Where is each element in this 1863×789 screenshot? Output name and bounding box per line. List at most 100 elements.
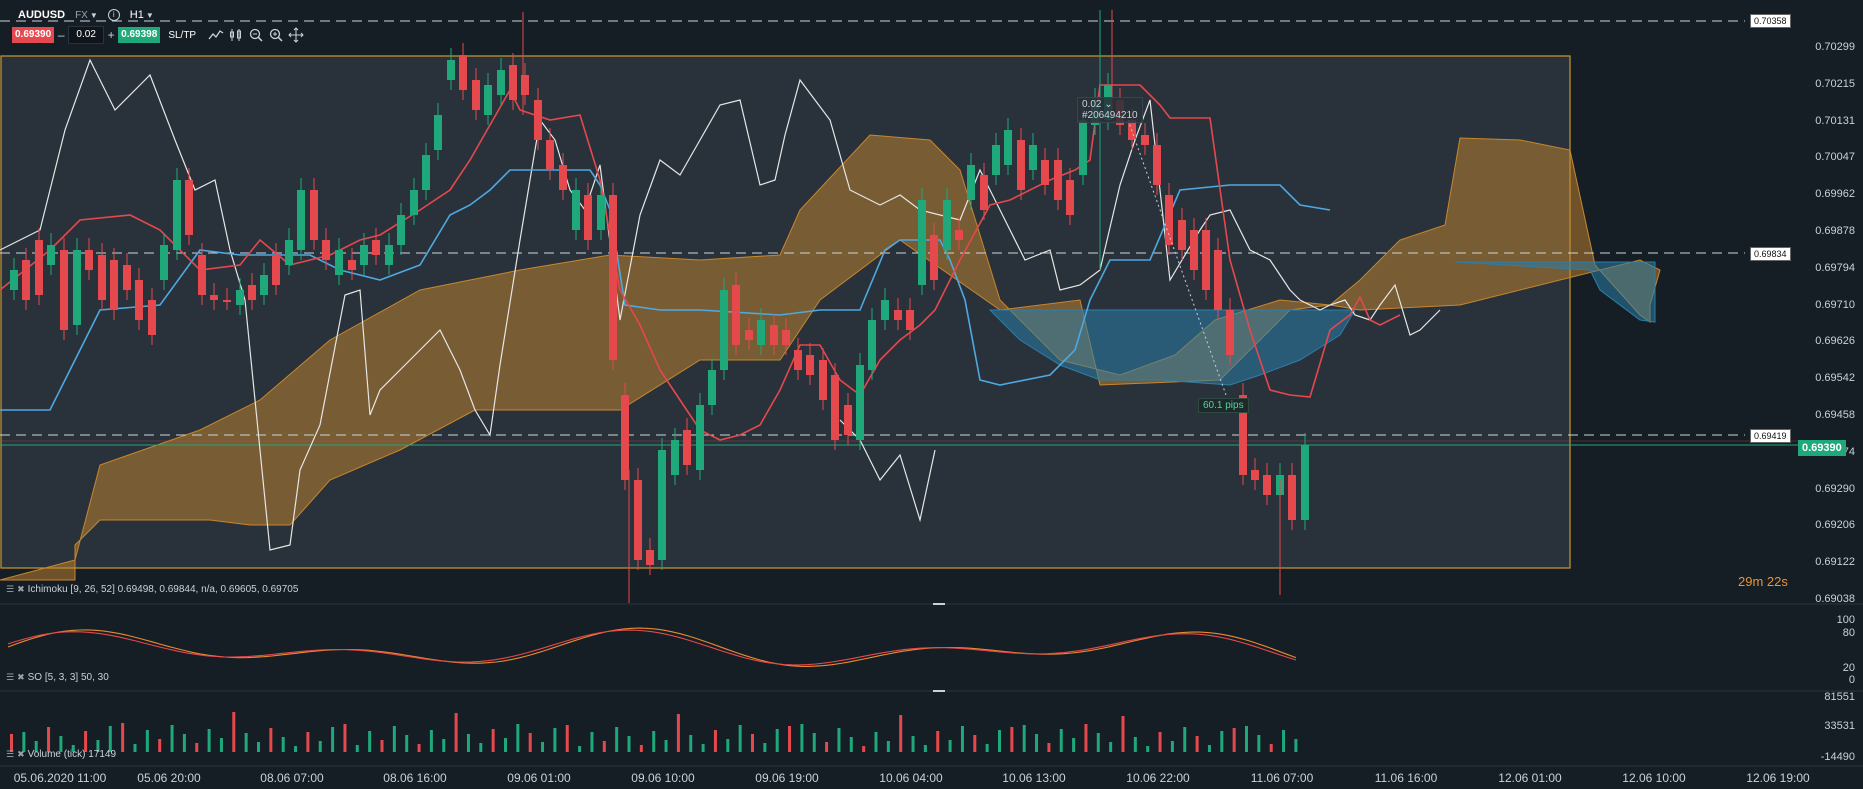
volume-bar (84, 731, 88, 752)
candle-body (671, 440, 679, 475)
zoom-out-icon[interactable] (248, 27, 264, 43)
candle-body (422, 155, 430, 190)
candle-body (597, 195, 605, 230)
time-axis-label: 09.06 19:00 (755, 771, 819, 785)
volume-legend[interactable]: ☰ ✖ Volume (tick) 17149 (6, 749, 116, 760)
volume-bar (825, 742, 829, 752)
settings-icon[interactable]: ☰ (6, 584, 15, 594)
increase-quantity-button[interactable]: + (107, 28, 115, 42)
volume-bar (170, 725, 174, 752)
candle-body (297, 190, 305, 250)
candle-body (757, 320, 765, 345)
symbol-name[interactable]: AUDUSD (18, 9, 66, 21)
volume-bar (121, 723, 125, 752)
order-quantity[interactable]: 0.02 ⌄ (1082, 99, 1113, 110)
volume-bar (96, 740, 100, 752)
chevron-down-icon[interactable]: ⌄ (1104, 99, 1113, 110)
quantity-input[interactable]: 0.02 (68, 26, 105, 44)
time-axis-label: 12.06 01:00 (1498, 771, 1562, 785)
volume-bar (504, 738, 507, 752)
volume-bar (1072, 738, 1076, 752)
chevron-down-icon[interactable]: ▼ (89, 10, 98, 20)
close-icon[interactable]: ✖ (17, 749, 25, 759)
so-legend[interactable]: ☰ ✖ SO [5, 3, 3] 50, 30 (6, 672, 109, 683)
volume-bar (615, 727, 619, 752)
time-axis-label: 12.06 10:00 (1622, 771, 1686, 785)
volume-bar (318, 741, 322, 752)
time-axis-label: 05.06.2020 11:00 (13, 771, 107, 785)
close-icon[interactable]: ✖ (17, 584, 25, 594)
price-line-tag-top[interactable]: 0.70358 (1750, 14, 1791, 28)
volume-bar (541, 742, 545, 752)
price-axis-label: 0.69962 (1815, 188, 1855, 201)
settings-icon[interactable]: ☰ (6, 672, 15, 682)
volume-axis-mid: 33531 (1824, 720, 1855, 732)
candle-body (1251, 470, 1259, 480)
info-icon[interactable]: i (107, 9, 120, 21)
candle-body (73, 250, 81, 325)
candle-body (831, 375, 839, 440)
volume-bar (553, 728, 557, 752)
time-axis-label: 11.06 07:00 (1250, 771, 1314, 785)
candle-body (348, 260, 356, 270)
volume-bar (158, 739, 162, 752)
volume-bar (1059, 729, 1063, 752)
ichimoku-legend[interactable]: ☰ ✖ Ichimoku [9, 26, 52] 0.69498, 0.69844… (6, 584, 298, 595)
order-id: #206494210 (1082, 110, 1138, 121)
volume-bar (331, 727, 335, 752)
volume-bar (269, 728, 273, 752)
market-type[interactable]: FX ▼ (75, 9, 98, 21)
volume-bar (812, 733, 816, 752)
volume-bar (1035, 734, 1039, 752)
volume-bar (911, 736, 915, 752)
candle-body (310, 190, 318, 240)
chevron-down-icon[interactable]: ▼ (145, 11, 154, 20)
close-icon[interactable]: ✖ (17, 672, 25, 682)
volume-bar (232, 712, 236, 752)
volume-bar (528, 733, 532, 752)
candles-icon[interactable] (228, 27, 244, 43)
candle-body (1079, 120, 1087, 175)
buy-price-button[interactable]: 0.69398 (118, 27, 161, 43)
candle-body (992, 145, 1000, 175)
volume-bar (899, 715, 903, 752)
volume-bar (108, 726, 112, 752)
volume-bar (676, 714, 680, 752)
settings-icon[interactable]: ☰ (6, 749, 15, 759)
candle-body (148, 300, 156, 335)
candle-body (135, 280, 143, 320)
ichimoku-cloud-future (1454, 261, 1656, 323)
order-tag[interactable]: 0.02 ⌄ #206494210 (1077, 97, 1143, 123)
candle-body (770, 325, 778, 345)
volume-bar (862, 746, 866, 752)
zoom-in-icon[interactable] (268, 27, 284, 43)
sell-price-button[interactable]: 0.69390 (12, 27, 55, 43)
pips-distance: 60.1 pips (1198, 398, 1249, 413)
volume-bar (257, 742, 260, 752)
move-icon[interactable] (288, 27, 304, 43)
timeframe-select[interactable]: H1 ▼ (129, 9, 154, 21)
candle-body (856, 365, 864, 440)
volume-bar (763, 743, 767, 752)
price-axis-label: 0.69710 (1815, 298, 1855, 311)
volume-bar (244, 733, 248, 752)
sltp-button[interactable]: SL/TP (168, 29, 197, 41)
candle-body (646, 550, 654, 565)
candle-body (322, 240, 330, 260)
price-line-tag-mid[interactable]: 0.69834 (1750, 247, 1791, 261)
volume-bar (442, 739, 446, 752)
volume-bar (874, 732, 878, 752)
candle-body (1041, 160, 1049, 185)
candle-body (1190, 230, 1198, 270)
volume-bar (306, 732, 310, 752)
line-chart-icon[interactable] (208, 27, 224, 43)
volume-bar (578, 746, 582, 752)
volume-bar (1245, 726, 1248, 752)
candle-body (584, 195, 592, 240)
so-axis-80: 80 (1842, 627, 1855, 639)
decrease-quantity-button[interactable]: – (57, 28, 65, 42)
candle-body (447, 60, 455, 80)
price-line-tag-low[interactable]: 0.69419 (1750, 429, 1791, 443)
candle-body (47, 245, 55, 265)
